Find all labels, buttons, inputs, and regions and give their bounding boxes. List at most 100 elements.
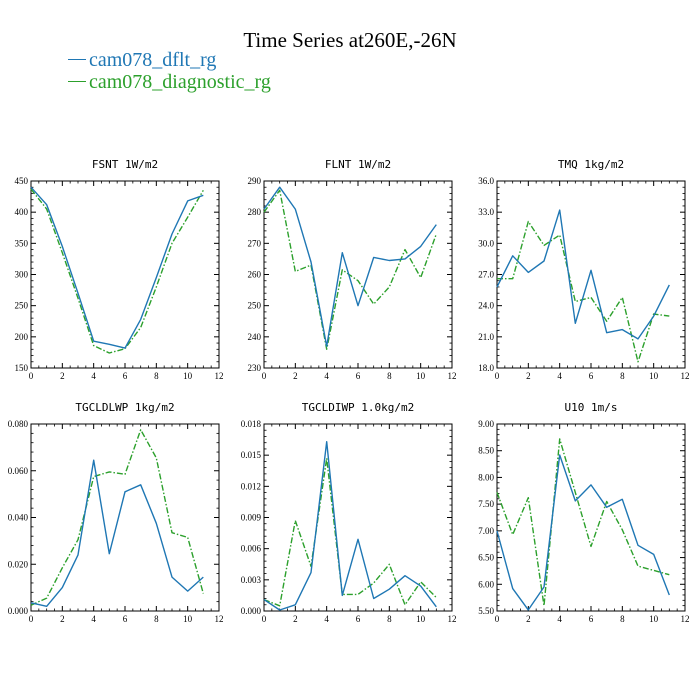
x-tick-label: 8 [620,371,625,381]
x-tick-label: 8 [154,614,159,624]
chart-panel-4: TGCLDLWP 1kg/m2 0 2 4 6 8 10 12 0.000 0.020 0.040 0… [8,401,224,624]
x-tick-label: 2 [293,371,298,381]
y-tick-label: 0.012 [241,481,261,491]
plot-frame [496,180,686,369]
plot-frame [30,180,220,369]
x-tick-label: 0 [29,614,34,624]
y-tick-label: 18.0 [478,363,494,373]
legend-entry-diagnostic: cam078_diagnostic_rg [68,71,271,93]
y-tick-label: 6.50 [478,553,494,563]
y-tick-label: 24.0 [478,301,494,311]
x-tick-label: 10 [649,614,659,624]
x-tick-label: 2 [526,371,531,381]
series-line-diagnostic [30,429,204,606]
y-tick-label: 260 [248,270,262,280]
series-line-dflt [496,209,670,340]
x-tick-label: 2 [60,371,65,381]
x-tick-label: 6 [123,371,128,381]
y-tick-label: 250 [15,301,29,311]
y-tick-label: 350 [15,238,29,248]
legend-label: cam078_dflt_rg [89,49,217,71]
y-tick-label: 0.040 [8,513,29,523]
x-tick-label: 10 [416,614,426,624]
legend: cam078_dflt_rg cam078_diagnostic_rg [68,49,271,93]
x-tick-label: 0 [495,614,500,624]
y-tick-label: 450 [15,176,29,186]
x-tick-label: 8 [387,371,392,381]
x-tick-label: 4 [324,614,329,624]
x-tick-label: 0 [495,371,500,381]
series-line-diagnostic [496,438,670,607]
series-line-dflt [30,459,204,607]
x-tick-label: 2 [293,614,298,624]
x-tick-label: 8 [620,614,625,624]
x-tick-label: 0 [262,371,267,381]
y-tick-label: 0.009 [241,513,262,523]
x-tick-label: 12 [215,371,224,381]
y-tick-label: 8.50 [478,446,494,456]
series-line-diagnostic [263,189,437,350]
y-tick-label: 30.0 [478,238,494,248]
panel-title: FSNT 1W/m2 [92,158,158,171]
y-tick-label: 270 [248,238,262,248]
x-tick-label: 12 [448,371,457,381]
y-tick-label: 0.006 [241,544,262,554]
x-tick-label: 2 [60,614,65,624]
y-tick-label: 9.00 [478,419,494,429]
x-tick-label: 12 [215,614,224,624]
y-tick-label: 150 [15,363,29,373]
y-tick-label: 7.00 [478,526,494,536]
x-tick-label: 12 [681,371,690,381]
y-tick-label: 0.000 [8,606,29,616]
series-line-dflt [263,441,437,611]
y-tick-label: 300 [15,270,29,280]
chart-panel-5: TGCLDIWP 1.0kg/m2 0 2 4 6 8 10 12 0.000 0.003 0.00… [241,401,457,624]
x-tick-label: 6 [589,371,594,381]
y-tick-label: 250 [248,301,262,311]
y-tick-label: 0.018 [241,419,262,429]
panel-title: FLNT 1W/m2 [325,158,391,171]
y-tick-label: 36.0 [478,176,494,186]
plot-frame [30,423,220,612]
panel-title: TGCLDLWP 1kg/m2 [75,401,174,414]
y-tick-label: 0.000 [241,606,262,616]
y-tick-label: 7.50 [478,499,494,509]
y-tick-label: 27.0 [478,270,494,280]
x-tick-label: 0 [29,371,34,381]
y-tick-label: 33.0 [478,207,494,217]
chart-panel-3: TMQ 1kg/m2 0 2 4 6 8 10 12 18.0 21.0 24.0 27.0 30.0 3… [478,158,689,381]
chart-panel-2: FLNT 1W/m2 0 2 4 6 8 10 12 230 240 250 260 270 280 290 [248,158,457,381]
x-tick-label: 10 [183,371,193,381]
x-tick-label: 6 [589,614,594,624]
x-tick-label: 10 [183,614,193,624]
y-tick-label: 280 [248,207,262,217]
x-tick-label: 4 [324,371,329,381]
chart-panel-1: FSNT 1W/m2 0 2 4 6 8 10 12 150 200 250 300 350 400 450 [15,158,224,381]
y-tick-label: 230 [248,363,262,373]
series-line-diagnostic [30,188,204,354]
plot-frame [263,180,453,369]
plot-frame [496,423,686,612]
legend-label: cam078_diagnostic_rg [89,71,271,93]
x-tick-label: 12 [448,614,457,624]
y-tick-label: 0.015 [241,450,262,460]
x-tick-label: 8 [387,614,392,624]
y-tick-label: 240 [248,332,262,342]
y-tick-label: 8.00 [478,472,494,482]
x-tick-label: 4 [557,371,562,381]
x-tick-label: 6 [356,371,361,381]
y-tick-label: 0.080 [8,419,29,429]
panel-title: TGCLDIWP 1.0kg/m2 [302,401,415,414]
y-tick-label: 200 [15,332,29,342]
panel-title: U10 1m/s [565,401,618,414]
x-tick-label: 10 [649,371,659,381]
x-tick-label: 12 [681,614,690,624]
y-tick-label: 6.00 [478,579,494,589]
x-tick-label: 10 [416,371,426,381]
y-tick-label: 21.0 [478,332,494,342]
y-tick-label: 0.060 [8,466,29,476]
x-tick-label: 6 [356,614,361,624]
series-line-diagnostic [497,220,670,363]
series-line-dflt [30,186,204,349]
